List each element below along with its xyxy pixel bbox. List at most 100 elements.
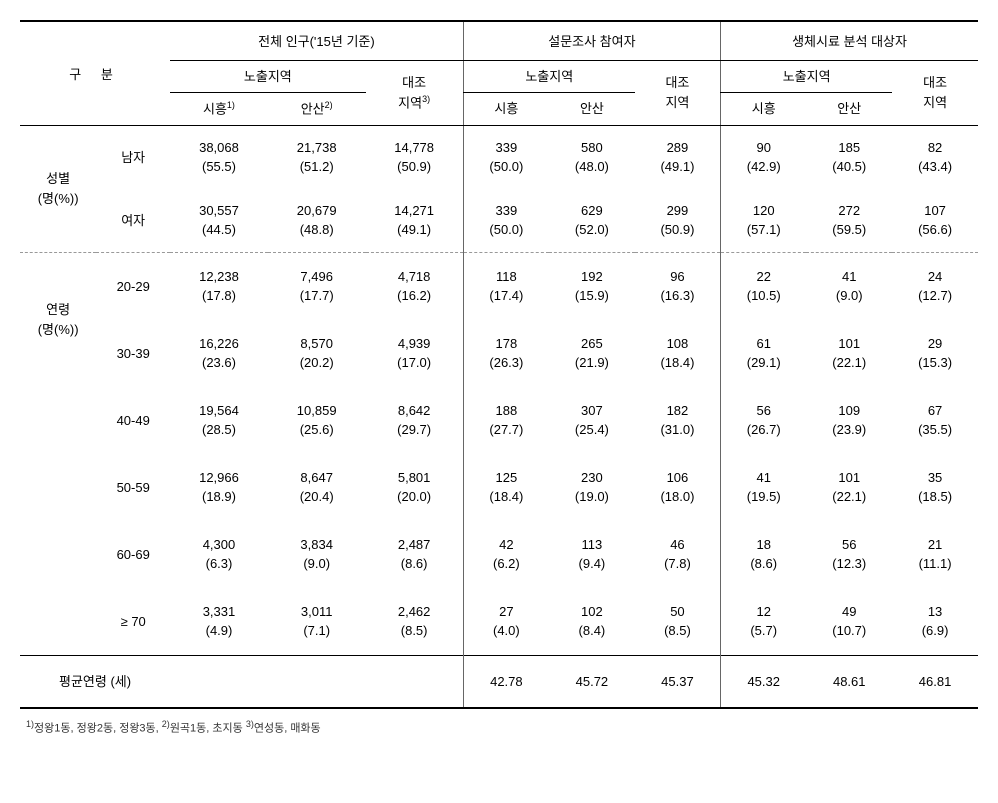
header-ansan-1: 안산2) [268, 93, 366, 126]
population-table: 구 분 전체 인구('15년 기준) 설문조사 참여자 생체시료 분석 대상자 … [20, 20, 978, 709]
table-cell: 265(21.9) [549, 320, 635, 387]
table-cell: 56(12.3) [806, 521, 892, 588]
table-cell: 106(18.0) [635, 454, 721, 521]
table-cell: 3,011(7.1) [268, 588, 366, 656]
table-cell: 61(29.1) [721, 320, 807, 387]
table-cell: 5,801(20.0) [366, 454, 464, 521]
table-cell: 8,570(20.2) [268, 320, 366, 387]
table-cell: 4,939(17.0) [366, 320, 464, 387]
table-cell: 29(15.3) [892, 320, 978, 387]
table-cell: 49(10.7) [806, 588, 892, 656]
table-cell: 109(23.9) [806, 387, 892, 454]
table-cell: 21,738(51.2) [268, 125, 366, 189]
row-label: 남자 [96, 125, 170, 189]
table-cell: 192(15.9) [549, 252, 635, 320]
table-cell: 45.37 [635, 655, 721, 708]
table-cell: 339(50.0) [463, 189, 549, 253]
row-label: 50-59 [96, 454, 170, 521]
table-cell: 14,271(49.1) [366, 189, 464, 253]
table-cell: 16,226(23.6) [170, 320, 268, 387]
table-cell: 107(56.6) [892, 189, 978, 253]
table-cell: 2,487(8.6) [366, 521, 464, 588]
header-gubun: 구 분 [20, 21, 170, 125]
row-label: 40-49 [96, 387, 170, 454]
table-cell: 4,718(16.2) [366, 252, 464, 320]
table-cell: 45.32 [721, 655, 807, 708]
table-cell [268, 655, 366, 708]
table-cell: 307(25.4) [549, 387, 635, 454]
row-label: 여자 [96, 189, 170, 253]
table-cell: 42(6.2) [463, 521, 549, 588]
table-cell: 2,462(8.5) [366, 588, 464, 656]
table-cell: 125(18.4) [463, 454, 549, 521]
row-label: 20-29 [96, 252, 170, 320]
table-cell: 3,834(9.0) [268, 521, 366, 588]
empty-cell [20, 387, 96, 454]
table-cell: 185(40.5) [806, 125, 892, 189]
table-row: 성별(명(%))남자38,068(55.5)21,738(51.2)14,778… [20, 125, 978, 189]
table-cell: 230(19.0) [549, 454, 635, 521]
table-cell: 19,564(28.5) [170, 387, 268, 454]
header-ansan-3: 안산 [806, 93, 892, 126]
table-cell: 182(31.0) [635, 387, 721, 454]
header-exposure-1: 노출지역 [170, 60, 365, 93]
table-cell: 12,966(18.9) [170, 454, 268, 521]
header-siheung-1: 시흥1) [170, 93, 268, 126]
row-label: 60-69 [96, 521, 170, 588]
header-exposure-2: 노출지역 [463, 60, 635, 93]
table-cell: 101(22.1) [806, 454, 892, 521]
table-cell: 339(50.0) [463, 125, 549, 189]
table-row-avg: 평균연령 (세)42.7845.7245.3745.3248.6146.81 [20, 655, 978, 708]
table-cell: 8,647(20.4) [268, 454, 366, 521]
table-cell: 38,068(55.5) [170, 125, 268, 189]
table-cell: 120(57.1) [721, 189, 807, 253]
table-cell: 113(9.4) [549, 521, 635, 588]
row-label: 30-39 [96, 320, 170, 387]
table-cell: 580(48.0) [549, 125, 635, 189]
table-cell: 20,679(48.8) [268, 189, 366, 253]
header-ansan-2: 안산 [549, 93, 635, 126]
table-row: 여자30,557(44.5)20,679(48.8)14,271(49.1)33… [20, 189, 978, 253]
table-cell: 50(8.5) [635, 588, 721, 656]
table-cell: 178(26.3) [463, 320, 549, 387]
table-cell: 41(19.5) [721, 454, 807, 521]
table-cell: 35(18.5) [892, 454, 978, 521]
header-group-bio: 생체시료 분석 대상자 [721, 21, 978, 60]
table-cell: 42.78 [463, 655, 549, 708]
table-cell: 12(5.7) [721, 588, 807, 656]
table-cell: 8,642(29.7) [366, 387, 464, 454]
table-cell: 118(17.4) [463, 252, 549, 320]
table-cell: 67(35.5) [892, 387, 978, 454]
empty-cell [20, 454, 96, 521]
table-cell: 90(42.9) [721, 125, 807, 189]
table-cell [366, 655, 464, 708]
table-cell: 101(22.1) [806, 320, 892, 387]
table-cell: 41(9.0) [806, 252, 892, 320]
table-cell: 56(26.7) [721, 387, 807, 454]
table-cell: 82(43.4) [892, 125, 978, 189]
rowgroup-label: 연령(명(%)) [20, 252, 96, 387]
table-cell: 4,300(6.3) [170, 521, 268, 588]
table-cell: 45.72 [549, 655, 635, 708]
table-cell: 21(11.1) [892, 521, 978, 588]
table-cell: 96(16.3) [635, 252, 721, 320]
header-exposure-3: 노출지역 [721, 60, 893, 93]
header-siheung-3: 시흥 [721, 93, 807, 126]
table-cell: 188(27.7) [463, 387, 549, 454]
table-cell: 27(4.0) [463, 588, 549, 656]
header-control-1: 대조지역3) [366, 60, 464, 125]
table-cell: 629(52.0) [549, 189, 635, 253]
table-cell: 12,238(17.8) [170, 252, 268, 320]
header-control-3: 대조지역 [892, 60, 978, 125]
avg-label: 평균연령 (세) [20, 655, 170, 708]
table-cell: 108(18.4) [635, 320, 721, 387]
empty-cell [20, 521, 96, 588]
table-cell: 102(8.4) [549, 588, 635, 656]
table-cell: 48.61 [806, 655, 892, 708]
table-row: ≥ 703,331(4.9)3,011(7.1)2,462(8.5)27(4.0… [20, 588, 978, 656]
header-group-total: 전체 인구('15년 기준) [170, 21, 463, 60]
row-label: ≥ 70 [96, 588, 170, 656]
header-control-2: 대조지역 [635, 60, 721, 125]
table-footnote: 1)정왕1동, 정왕2동, 정왕3동, 2)원곡1동, 초지동 3)연성동, 매… [20, 719, 978, 736]
table-cell: 13(6.9) [892, 588, 978, 656]
